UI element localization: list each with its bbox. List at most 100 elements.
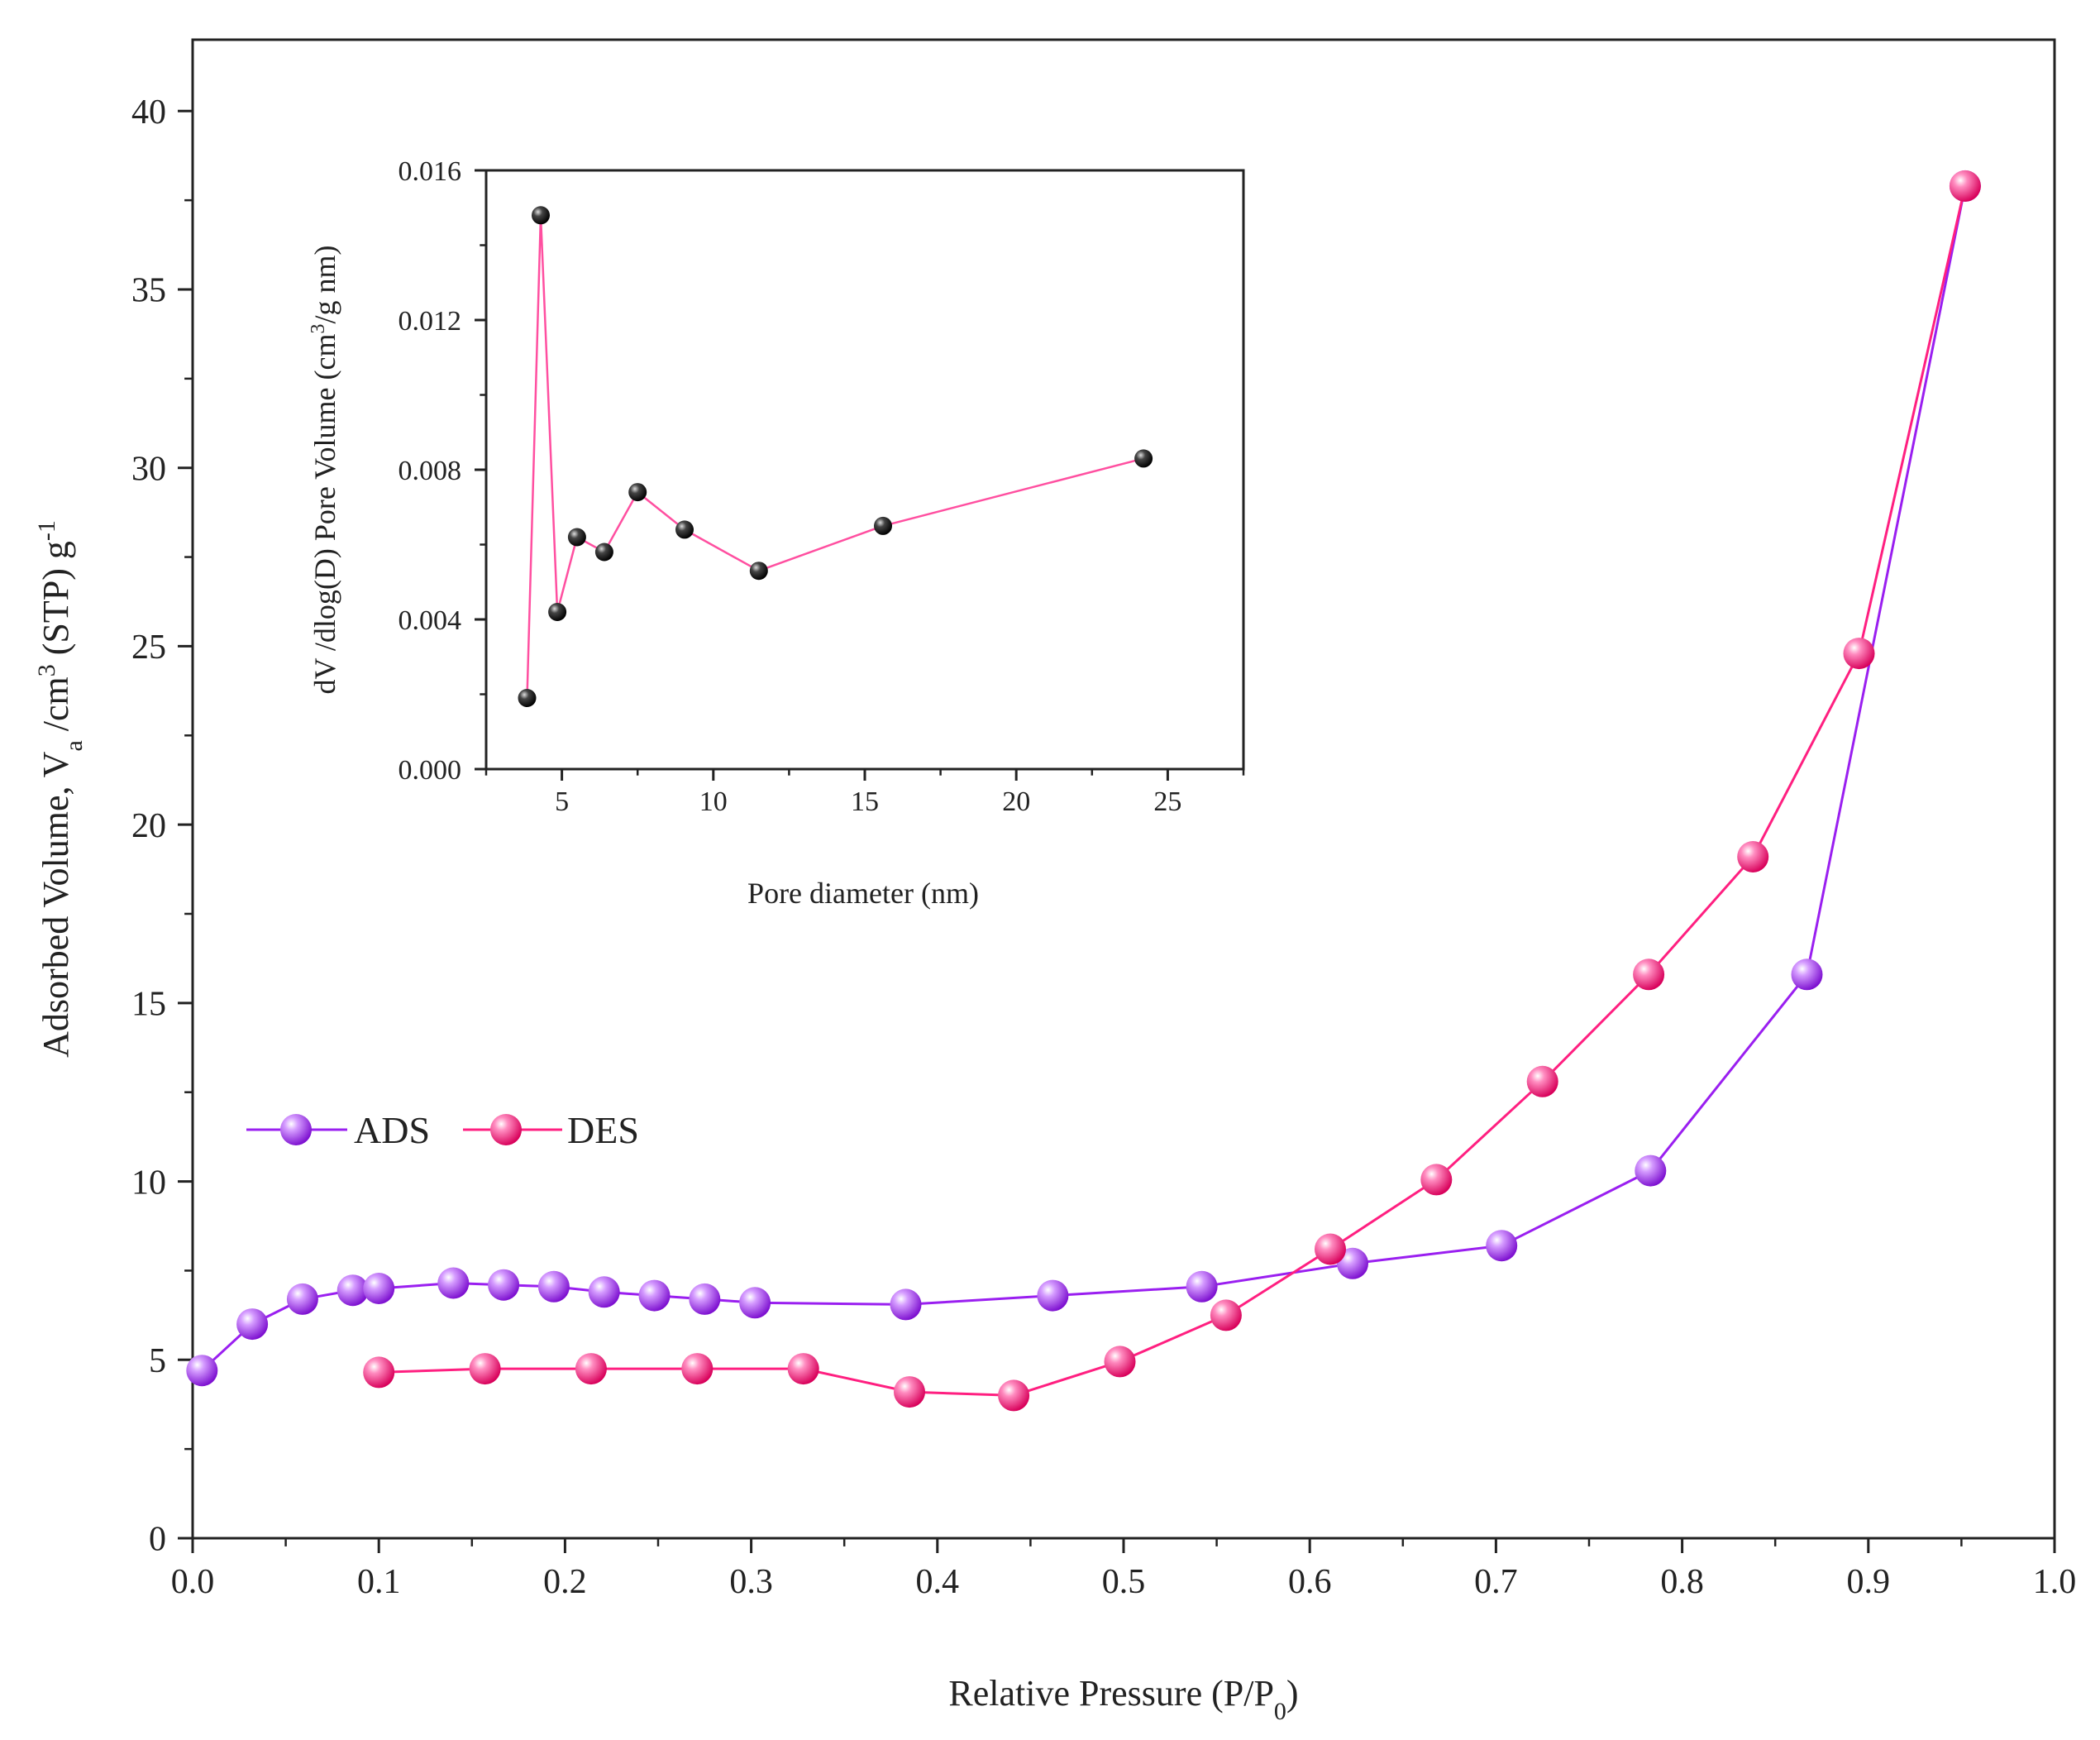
main-x-tick-label: 0.0 [171,1563,215,1601]
inset-y-tick-label: 0.004 [399,605,462,636]
main-des-point [1315,1233,1346,1265]
main-ads-point [488,1269,520,1301]
main-y-tick-label: 25 [131,629,166,667]
main-y-title-superscript: -1 [33,520,60,541]
main-y-tick-label: 5 [149,1342,166,1380]
legend: ADS DES [246,1109,639,1151]
main-ads-point [1486,1230,1518,1262]
inset-psd-point [548,603,567,621]
main-des-line [379,185,1967,1397]
main-y-axis-title: Adsorbed Volume, Va /cm3 (STP) g-1 [33,520,88,1058]
inset-x-tick-label: 5 [555,786,569,817]
main-x-title-part: Relative Pressure (P/P [948,1673,1274,1714]
inset-psd-point [594,543,613,562]
main-ads-point [1186,1270,1218,1303]
main-des-point [1420,1164,1453,1196]
main-series-layer [186,170,1981,1412]
main-y-title-part: Adsorbed Volume, V [36,751,76,1058]
inset-x-tick-label: 25 [1153,786,1181,817]
inset-psd-point [518,689,537,707]
main-ads-point [286,1283,318,1315]
main-ads-point [437,1267,470,1299]
main-y-title-subscript: a [60,740,88,751]
main-des-point [998,1379,1030,1412]
main-ads-point [1037,1279,1069,1312]
main-y-title-part: (STP) g [36,541,76,664]
inset-y-title-superscript: 3 [308,324,329,334]
main-x-tick-label: 0.3 [729,1563,773,1601]
inset-series-layer [518,206,1153,707]
main-ads-point [186,1355,218,1387]
legend-ads-label: ADS [354,1109,430,1151]
inset-background [484,169,1245,771]
main-ads-point [363,1273,395,1304]
inset-x-tick-label: 15 [851,786,879,817]
main-y-tick-label: 0 [149,1521,166,1559]
main-des-point [894,1376,925,1408]
inset-axes: 5 10 15 20 25 0.000 0.004 0.008 0.012 0.016 [399,156,1245,817]
main-des-point [469,1353,501,1385]
legend-des-label: DES [567,1109,639,1151]
main-ads-point [1635,1154,1667,1187]
main-x-title-part: ) [1286,1673,1299,1714]
main-y-tick-label: 35 [131,272,166,310]
main-y-tick-label: 15 [131,986,166,1024]
main-des-point [1737,841,1769,872]
main-des-point [1633,958,1665,991]
main-y-tick-label: 40 [131,93,166,131]
main-x-tick-label: 1.0 [2033,1563,2077,1601]
inset-y-title-part: dV /dlog(D) Pore Volume (cm [308,334,341,695]
inset-y-axis-title: dV /dlog(D) Pore Volume (cm3/g nm) [308,246,341,695]
main-ads-point [1791,958,1823,991]
main-y-tick-label: 20 [131,807,166,845]
main-des-point [1210,1299,1242,1331]
main-axes: 0.0 0.1 0.2 0.3 0.4 0.5 0.6 0.7 0.8 0.9 1.0 0 5 10 15 2… [131,93,2076,1601]
inset-psd-point [567,528,586,547]
inset-psd-point [532,206,550,225]
main-ads-point [739,1287,771,1319]
main-x-tick-label: 0.8 [1660,1563,1704,1601]
inset-x-tick-label: 10 [699,786,728,817]
main-ads-point [588,1276,620,1308]
main-y-tick-label: 10 [131,1164,166,1202]
inset-y-title-part: /g nm) [308,246,341,324]
inset-y-tick-label: 0.008 [399,456,462,486]
main-des-point [1843,638,1875,670]
main-y-title-superscript: 3 [33,664,60,676]
main-ads-point [638,1279,671,1312]
main-ads-point [537,1270,570,1303]
main-des-point [1526,1065,1558,1097]
main-ads-point [890,1288,922,1321]
main-des-point [1104,1346,1136,1378]
inset-psd-point [1134,449,1153,468]
main-ads-point [689,1283,721,1315]
main-x-title-subscript: 0 [1274,1698,1286,1725]
inset-psd-point [749,562,768,581]
main-y-title-part: /cm [36,676,76,740]
main-ads-point [336,1274,369,1307]
main-x-tick-label: 0.6 [1288,1563,1332,1601]
inset-psd-line [526,214,1144,699]
main-x-tick-label: 0.5 [1102,1563,1146,1601]
main-x-tick-label: 0.9 [1847,1563,1891,1601]
main-ads-point [1337,1247,1368,1279]
inset-psd-point [628,483,647,502]
inset-x-axis-title: Pore diameter (nm) [747,877,979,910]
inset-psd-point [675,520,694,539]
inset-x-tick-label: 20 [1002,786,1030,817]
main-x-tick-label: 0.4 [916,1563,960,1601]
legend-ads-marker [280,1114,312,1145]
main-ads-point [236,1308,269,1341]
main-x-tick-label: 0.7 [1474,1563,1518,1601]
inset-psd-point [874,516,892,535]
main-des-point [787,1353,819,1385]
main-y-tick-label: 30 [131,450,166,488]
main-des-point [681,1353,714,1385]
legend-des-marker [490,1114,522,1145]
inset-y-tick-label: 0.016 [399,156,462,187]
main-x-axis-title: Relative Pressure (P/P0) [948,1673,1298,1725]
inset-y-tick-label: 0.012 [399,306,462,337]
main-des-point [363,1356,395,1389]
main-des-point [575,1353,607,1385]
